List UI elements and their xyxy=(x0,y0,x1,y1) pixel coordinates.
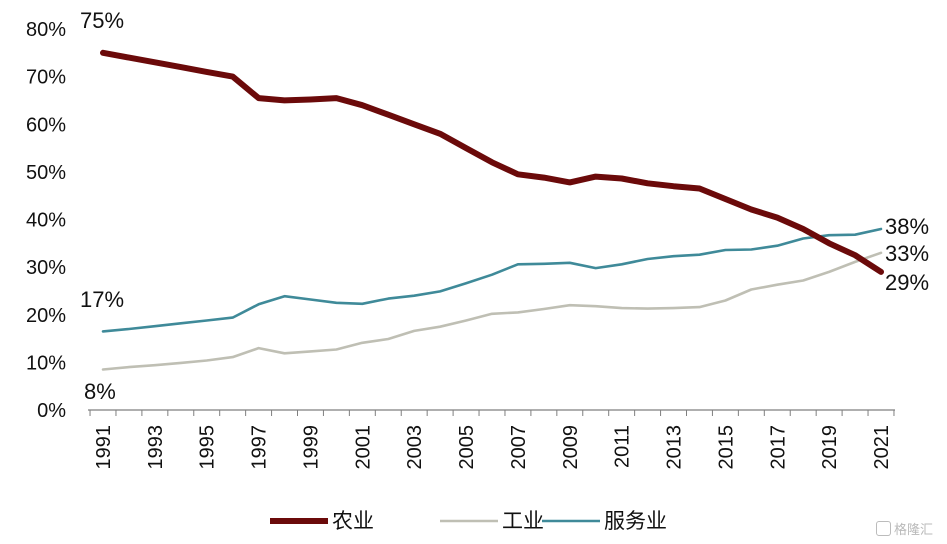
y-axis-ticks: 0% 10% 20% 30% 40% 50% 60% 70% 80% xyxy=(26,19,66,422)
y-tick-label: 60% xyxy=(26,114,66,136)
x-tick-label: 1999 xyxy=(300,425,322,470)
x-axis-tick-marks xyxy=(89,410,895,416)
x-tick-label: 2009 xyxy=(560,425,582,470)
x-tick-label: 2013 xyxy=(664,425,686,470)
series-line-0 xyxy=(100,49,884,275)
x-tick-label: 1995 xyxy=(197,425,219,470)
watermark-text: 格隆汇 xyxy=(893,523,933,538)
start-value-label: 8% xyxy=(84,379,116,404)
value-annotations: 75% 29% 8% 33% 17% 38% xyxy=(80,8,929,404)
x-tick-label: 2005 xyxy=(456,425,478,470)
watermark: 格隆汇 xyxy=(875,519,933,538)
y-tick-label: 10% xyxy=(26,352,66,374)
x-tick-label: 2003 xyxy=(404,425,426,470)
y-tick-label: 40% xyxy=(26,210,66,232)
start-value-label: 17% xyxy=(80,287,124,312)
g-logo-icon xyxy=(875,521,891,536)
legend-label: 工业 xyxy=(502,510,544,533)
x-tick-label: 2001 xyxy=(352,425,374,470)
start-value-label: 75% xyxy=(80,8,124,33)
legend-label: 农业 xyxy=(332,510,374,533)
series-line-2 xyxy=(101,227,883,333)
x-tick-label: 1991 xyxy=(93,425,115,470)
y-tick-label: 80% xyxy=(26,19,66,41)
series-line-1 xyxy=(101,251,883,371)
y-tick-label: 30% xyxy=(26,257,66,279)
y-tick-label: 20% xyxy=(26,305,66,327)
x-tick-label: 2015 xyxy=(715,425,737,470)
x-tick-label: 2007 xyxy=(508,425,530,470)
y-tick-label: 0% xyxy=(37,400,66,422)
end-value-label: 29% xyxy=(885,270,929,295)
x-axis-tick-labels: 1991 1993 1995 1997 1999 2001 2003 2005 2007 2009… xyxy=(93,425,893,470)
x-tick-label: 2021 xyxy=(871,425,893,470)
x-tick-label: 2019 xyxy=(819,425,841,470)
y-tick-label: 70% xyxy=(26,67,66,89)
series-lines xyxy=(100,49,884,371)
x-tick-label: 1997 xyxy=(249,425,271,470)
legend: 农业 工业 服务业 xyxy=(270,510,667,533)
x-tick-label: 2011 xyxy=(612,425,634,468)
x-tick-label: 1993 xyxy=(145,425,167,470)
y-tick-label: 50% xyxy=(26,162,66,184)
end-value-label: 33% xyxy=(885,241,929,266)
x-tick-label: 2017 xyxy=(767,425,789,470)
end-value-label: 38% xyxy=(885,214,929,239)
legend-label: 服务业 xyxy=(604,510,667,533)
